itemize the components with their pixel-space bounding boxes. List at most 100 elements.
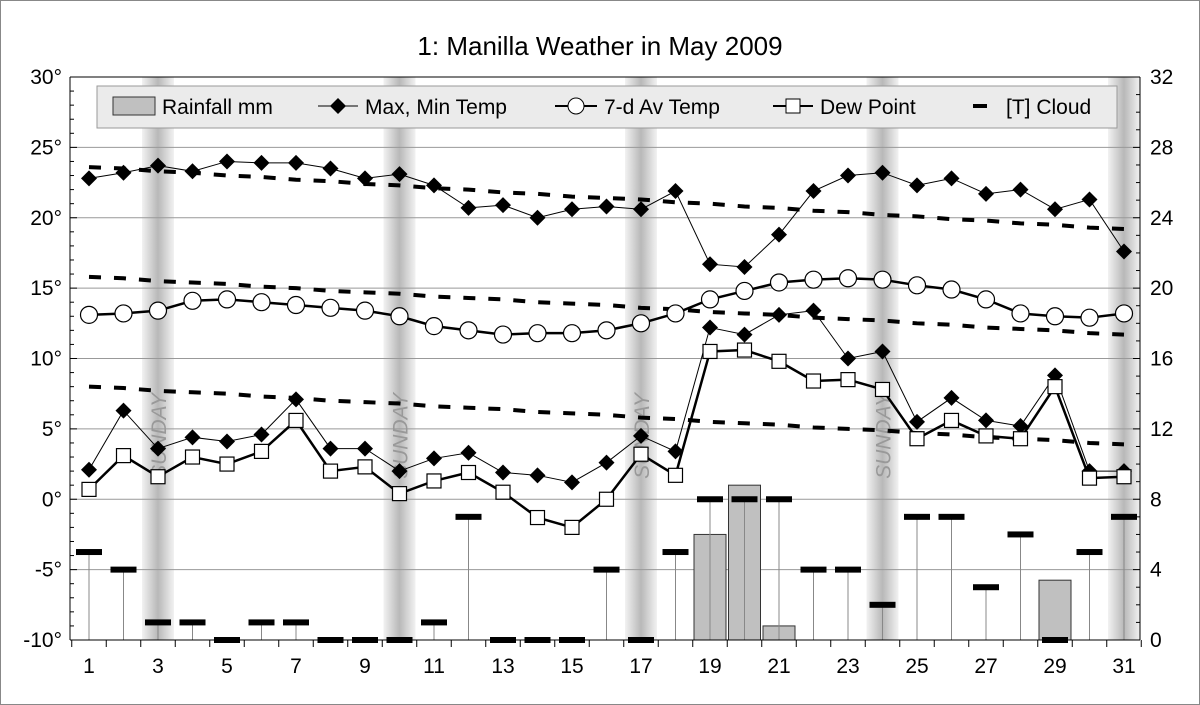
dew-point-point: [150, 469, 166, 485]
min-temp-point: [115, 402, 132, 419]
dew-point-point: [564, 519, 580, 536]
dew-point-point: [874, 381, 891, 398]
average-dashed-line: [88, 165, 1125, 232]
dew-point-point: [771, 353, 787, 369]
avg-temp-point: [183, 291, 202, 310]
legend-dew: Dew Point: [820, 96, 916, 119]
cloud-mark: [731, 496, 758, 503]
avg-temp-point: [976, 290, 996, 309]
left-tick-label: 20°: [30, 207, 62, 230]
dew-point-point: [702, 343, 718, 360]
max-temp-point: [805, 183, 822, 200]
max-temp-point: [667, 183, 684, 200]
cloud-mark: [593, 566, 620, 573]
dew-point-point: [1116, 469, 1132, 485]
right-tick-label: 4: [1150, 559, 1162, 582]
max-temp-point: [1012, 181, 1029, 198]
dew-point-point: [667, 467, 684, 483]
avg-temp-point: [390, 307, 409, 326]
left-tick-label: 0°: [42, 488, 62, 511]
max-temp-point: [598, 198, 615, 215]
max-temp-point: [978, 185, 994, 202]
min-temp-point: [81, 461, 97, 478]
min-temp-point: [805, 302, 822, 319]
max-temp-point: [184, 163, 201, 180]
avg-temp-point: [321, 298, 340, 317]
x-tick-label: 3: [152, 655, 164, 678]
dew-point-point: [909, 431, 925, 447]
left-tick-label: 5°: [42, 418, 62, 441]
min-temp-point: [426, 450, 442, 467]
x-tick-label: 9: [359, 655, 371, 678]
avg-temp-point: [735, 281, 754, 301]
max-temp-point: [909, 177, 925, 194]
cloud-mark: [179, 619, 206, 626]
max-temp-point: [1116, 243, 1132, 260]
cloud-mark: [697, 496, 723, 503]
chart-title: 1: Manilla Weather in May 2009: [417, 31, 782, 61]
dew-point-point: [1047, 379, 1063, 395]
dew-point-point: [1012, 431, 1029, 447]
dew-point-point: [633, 446, 649, 462]
right-tick-label: 28: [1150, 136, 1173, 159]
min-temp-point: [391, 463, 408, 480]
dew-point-point: [943, 412, 960, 429]
dew-point-point: [426, 473, 442, 489]
avg-temp-point: [873, 270, 892, 289]
left-tick-label: -10°: [23, 629, 62, 652]
cloud-mark: [766, 496, 792, 503]
legend-cloud: [T] Cloud: [1006, 96, 1091, 119]
avg-temp-point: [459, 321, 478, 340]
dew-point-point: [805, 373, 822, 389]
left-tick-label: 10°: [30, 348, 62, 371]
left-tick-label: 30°: [30, 66, 62, 89]
legend-box: [96, 85, 1118, 129]
max-temp-point: [1047, 201, 1063, 218]
avg-temp-point: [700, 290, 720, 309]
dew-point-point: [598, 491, 615, 507]
max-temp-point: [219, 153, 235, 170]
right-tick-label: 20: [1150, 277, 1173, 300]
avg-temp-point: [942, 280, 961, 299]
cloud-mark: [248, 619, 275, 626]
min-temp-point: [598, 454, 615, 471]
min-temp-point: [184, 429, 201, 446]
legend-cloud-dash-icon: [973, 104, 987, 108]
avg-temp-point: [597, 321, 616, 340]
cloud-mark: [421, 619, 447, 626]
dew-point-point: [322, 463, 339, 479]
max-temp-point: [115, 164, 132, 181]
avg-temp-point: [666, 304, 685, 323]
max-temp-point: [943, 170, 960, 187]
x-tick-label: 1: [83, 655, 95, 678]
avg-temp-point: [79, 305, 99, 324]
max-temp-point: [633, 201, 649, 218]
x-tick-label: 23: [836, 655, 859, 678]
avg-temp-point: [838, 269, 858, 288]
right-tick-label: 0: [1150, 629, 1162, 652]
sunday-label: SUNDAY: [148, 391, 171, 479]
x-tick-label: 29: [1043, 655, 1066, 678]
legend-avg: 7-d Av Temp: [604, 96, 720, 119]
right-tick-label: 8: [1150, 488, 1162, 511]
legend-diamond-icon: [330, 98, 346, 114]
min-temp-point: [840, 350, 856, 367]
right-tick-label: 24: [1150, 207, 1174, 230]
dew-point-point: [253, 443, 270, 459]
average-dashed-line: [88, 384, 1125, 447]
max-temp-point: [460, 199, 477, 216]
cloud-mark: [283, 619, 309, 626]
min-temp-point: [529, 467, 546, 484]
cloud-mark: [835, 566, 861, 573]
min-temp-point: [909, 413, 925, 430]
max-temp-point: [564, 201, 580, 218]
dew-point-point: [460, 464, 477, 481]
dew-point-point: [288, 412, 304, 429]
x-tick-label: 21: [767, 655, 790, 678]
min-temp-point: [322, 440, 339, 457]
right-tick-label: 16: [1150, 348, 1173, 371]
avg-temp-point: [907, 276, 927, 295]
min-temp-point: [771, 306, 787, 323]
max-temp-point: [150, 157, 166, 174]
min-temp-point: [288, 391, 304, 408]
